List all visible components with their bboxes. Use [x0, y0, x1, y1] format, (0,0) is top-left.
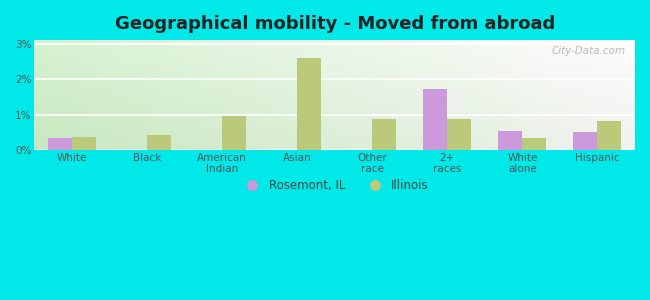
Bar — [48, 138, 72, 150]
Legend: Rosemont, IL, Illinois: Rosemont, IL, Illinois — [236, 174, 434, 197]
Bar — [372, 119, 396, 150]
Bar — [222, 116, 246, 150]
Bar — [72, 137, 96, 150]
Bar — [499, 130, 523, 150]
Bar — [447, 119, 471, 150]
Text: City-Data.com: City-Data.com — [552, 46, 626, 56]
Bar — [523, 138, 547, 150]
Bar — [573, 132, 597, 150]
Bar — [297, 58, 321, 150]
Title: Geographical mobility - Moved from abroad: Geographical mobility - Moved from abroa… — [114, 15, 554, 33]
Bar — [147, 135, 171, 150]
Bar — [597, 121, 621, 150]
Bar — [423, 89, 447, 150]
